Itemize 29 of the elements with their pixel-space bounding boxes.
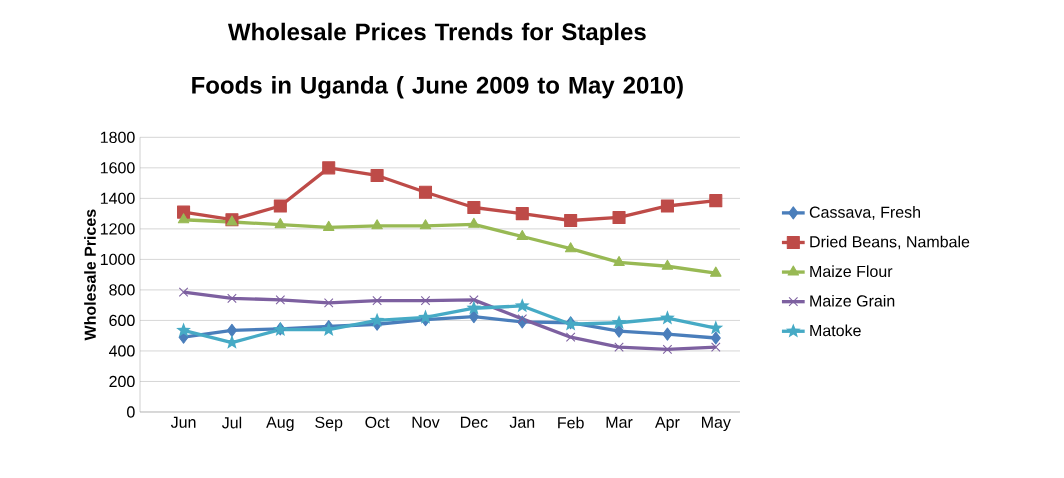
y-axis-title: Wholesale Prices — [84, 209, 96, 341]
x-tick-label: Jun — [170, 416, 196, 428]
x-tick-label: Nov — [412, 416, 440, 428]
y-tick-label: 600 — [109, 314, 135, 327]
y-tick-label: 200 — [109, 375, 135, 388]
x-tick-label: May — [702, 416, 731, 432]
x-tick-label: Aug — [266, 416, 294, 432]
x-tick-label: Feb — [558, 416, 584, 429]
x-tick-label: Oct — [365, 416, 390, 429]
chart-title: Wholesale Prices Trends for Staples Foods in Uganda ( June 2009 to May 2010) — [192, 22, 683, 99]
legend-label: Dried Beans, Nambale — [810, 235, 970, 250]
x-tick-label: Sep — [315, 416, 343, 432]
legend-label: Cassava, Fresh — [809, 206, 920, 220]
x-tick-label: Apr — [654, 416, 680, 432]
legend-label: Matoke — [810, 324, 861, 337]
y-tick-label: 1200 — [100, 223, 135, 235]
x-tick-label: Mar — [606, 416, 633, 428]
legend-label: Maize Flour — [810, 265, 893, 278]
y-tick-label: 1800 — [100, 131, 135, 143]
x-tick-label: Jul — [221, 416, 242, 429]
y-tick-label: 1400 — [100, 192, 135, 205]
legend-label: Maize Grain — [810, 294, 895, 307]
y-tick-label: 0 — [127, 406, 135, 418]
y-tick-label: 400 — [108, 345, 135, 357]
x-tick-label: Dec — [460, 416, 488, 428]
y-tick-label: 1000 — [100, 253, 135, 266]
y-tick-label: 800 — [109, 284, 135, 296]
y-tick-label: 1600 — [100, 162, 135, 174]
x-tick-label: Jan — [509, 416, 535, 428]
